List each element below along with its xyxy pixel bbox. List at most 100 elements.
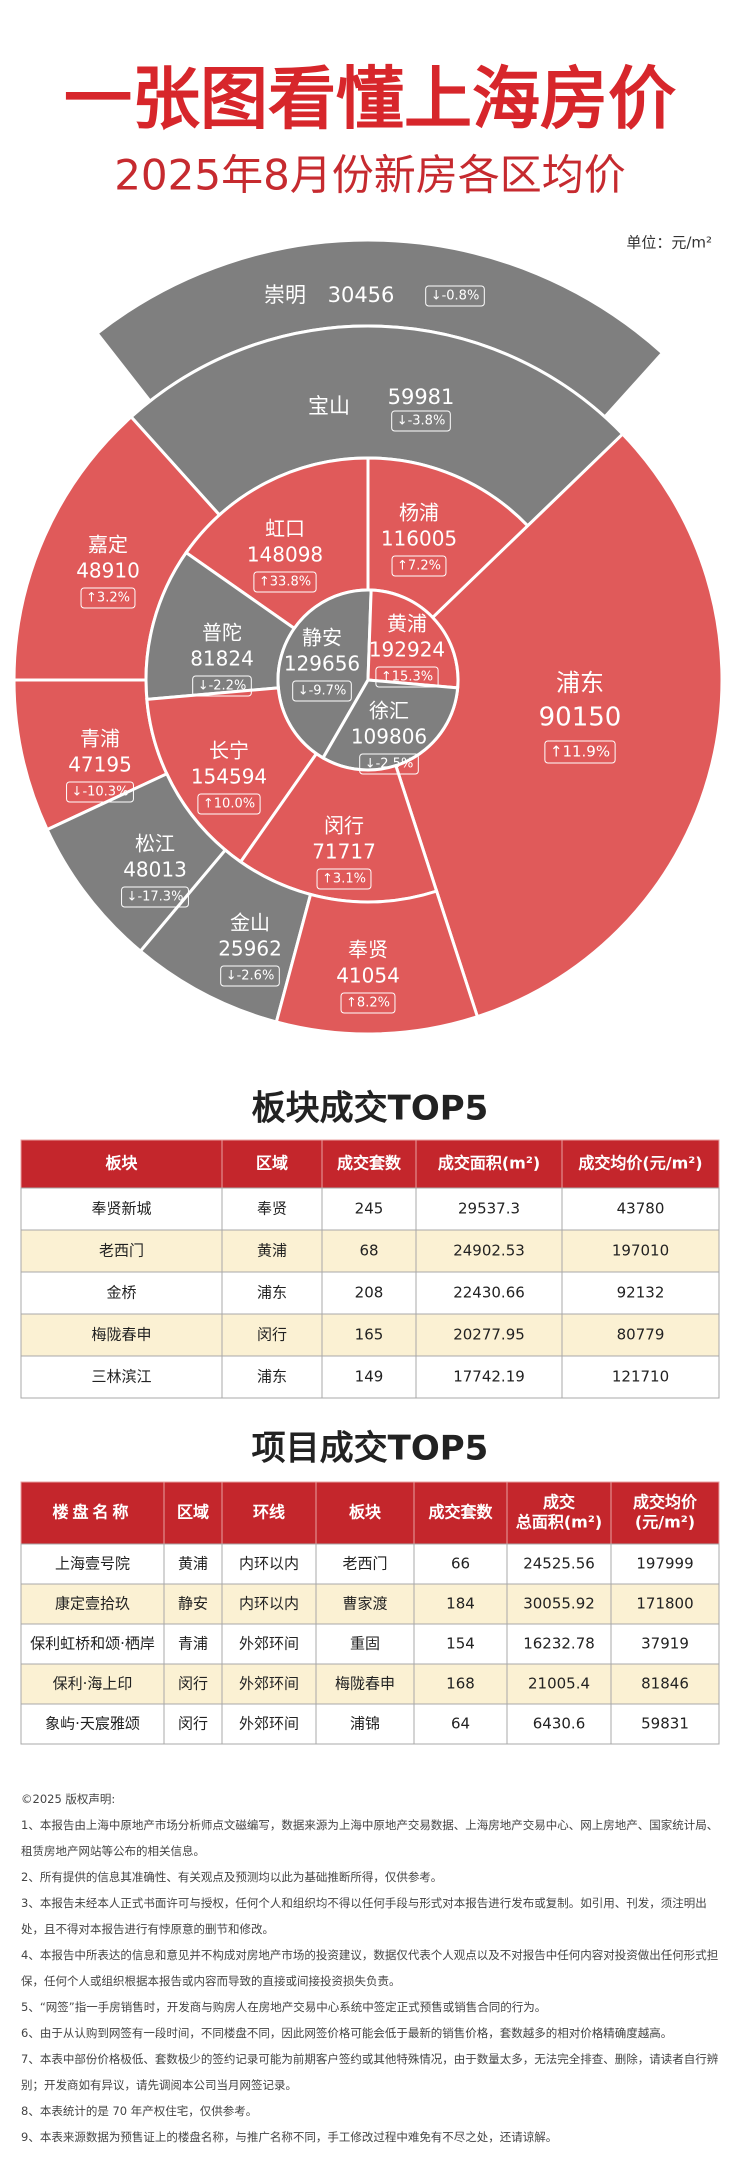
section-title: 板块成交TOP5: [252, 1089, 489, 1129]
district-name: 静安: [302, 626, 342, 650]
cell-text: 青浦: [178, 1635, 208, 1653]
cell-text: 16232.78: [523, 1635, 595, 1653]
table-cell: [315, 1703, 415, 1745]
cell-text: 奉贤新城: [91, 1200, 151, 1218]
table-cell: [20, 1355, 223, 1399]
disclaimer-line: 1、本报告由上海中原地产市场分析师点文磁编写，数据来源为上海中原地产交易数据、上…: [21, 1818, 719, 1858]
title: 一张图看懂上海房价: [64, 61, 676, 140]
cell-text: 24902.53: [453, 1242, 525, 1260]
header-cell: [20, 1139, 223, 1189]
change-box: [220, 965, 280, 987]
district-name: 徐汇: [369, 699, 409, 723]
table-cell: [321, 1355, 417, 1399]
header-cell: [610, 1481, 720, 1545]
header-text: 环线: [253, 1503, 285, 1522]
cell-text: 21005.4: [528, 1675, 590, 1693]
disclaimer-line: 6、由于从认购到网签有一段时间，不同楼盘不同，因此网签价格可能会低于最新的销售价…: [21, 2026, 673, 2040]
district-price: 116005: [381, 527, 457, 551]
cell-text: 金桥: [106, 1284, 136, 1302]
district-price: 48013: [123, 858, 187, 882]
table-cell: [506, 1663, 612, 1705]
cell-text: 外郊环间: [239, 1635, 299, 1653]
table-cell: [415, 1355, 563, 1399]
change-box: [316, 868, 372, 890]
district-name: 青浦: [80, 727, 120, 751]
cell-text: 184: [446, 1595, 475, 1613]
header-text: 区域: [256, 1154, 288, 1173]
change-box: [544, 740, 616, 764]
table-cell: [610, 1543, 720, 1585]
district-change: ↓-2.5%: [365, 757, 414, 772]
district-price: 109806: [351, 725, 427, 749]
disclaimer-line: 7、本表中部份价格极低、套数极少的签约记录可能为前期客户签约或其他特殊情况，由于…: [21, 2052, 719, 2092]
table-cell: [20, 1313, 223, 1357]
table-cell: [20, 1583, 165, 1625]
disclaimer-line: 9、本表来源数据为预售证上的楼盘名称，与推广名称不同，手工修改过程中难免有不尽之…: [21, 2130, 558, 2144]
district-price: 30456: [328, 283, 395, 307]
header-text: (元/m²): [635, 1513, 695, 1532]
cell-text: 66: [451, 1555, 470, 1573]
cell-text: 24525.56: [523, 1555, 595, 1573]
change-box: [66, 781, 134, 803]
table-cell: [315, 1663, 415, 1705]
header-text: 板块: [105, 1154, 138, 1173]
table-cell: [610, 1663, 720, 1705]
table-cell: [561, 1229, 720, 1273]
cell-text: 曹家渡: [342, 1595, 387, 1613]
table-cell: [415, 1271, 563, 1315]
header-text: 总面积(m²): [516, 1513, 602, 1532]
district-change: ↑3.1%: [322, 872, 366, 887]
table-cell: [20, 1187, 223, 1231]
cell-text: 168: [446, 1675, 475, 1693]
district-change: ↓-2.2%: [198, 679, 247, 694]
table-cell: [315, 1543, 415, 1585]
cell-text: 197999: [636, 1555, 693, 1573]
table-cell: [163, 1543, 223, 1585]
table-cell: [561, 1187, 720, 1231]
cell-text: 保利虹桥和颂·栖岸: [30, 1635, 155, 1653]
district-change: ↓-2.6%: [226, 969, 275, 984]
table-cell: [221, 1703, 317, 1745]
cell-text: 奉贤: [257, 1200, 287, 1218]
table-cell: [561, 1313, 720, 1357]
cell-text: 康定壹拾玖: [55, 1595, 130, 1613]
cell-text: 内环以内: [239, 1595, 299, 1613]
district-name: 崇明: [264, 283, 306, 307]
change-box: [359, 753, 419, 775]
cell-text: 重固: [350, 1635, 380, 1653]
table-cell: [415, 1229, 563, 1273]
district-price: 25962: [218, 937, 282, 961]
change-box: [340, 992, 396, 1014]
district-name: 长宁: [209, 739, 249, 763]
header-text: 成交套数: [337, 1154, 402, 1173]
district-change: ↓-0.8%: [431, 289, 480, 304]
change-box: [391, 410, 451, 432]
table-cell: [413, 1623, 508, 1665]
table-cell: [506, 1703, 612, 1745]
header-text: 成交套数: [428, 1503, 493, 1522]
table-cell: [20, 1271, 223, 1315]
cell-text: 64: [451, 1715, 470, 1733]
district-change: ↓-9.7%: [298, 684, 347, 699]
table-cell: [610, 1703, 720, 1745]
cell-text: 59831: [641, 1715, 689, 1733]
table-cell: [413, 1663, 508, 1705]
cell-text: 20277.95: [453, 1326, 525, 1344]
disclaimer-line: 8、本表统计的是 70 年产权住宅，仅供参考。: [21, 2104, 258, 2118]
change-box: [253, 571, 317, 593]
cell-text: 梅陇春申: [335, 1675, 395, 1693]
district-price: 59981: [388, 385, 455, 409]
disclaimer-line: ©2025 版权声明:: [21, 1792, 116, 1806]
district-price: 129656: [284, 652, 360, 676]
header-cell: [221, 1481, 317, 1545]
table-cell: [221, 1623, 317, 1665]
cell-text: 43780: [617, 1200, 665, 1218]
cell-text: 梅陇春申: [91, 1326, 151, 1344]
district-name: 嘉定: [88, 533, 128, 557]
cell-text: 245: [355, 1200, 384, 1218]
header-cell: [20, 1481, 165, 1545]
table-cell: [221, 1543, 317, 1585]
cell-text: 闵行: [178, 1675, 208, 1693]
cell-text: 象屿·天宸雅颂: [45, 1715, 140, 1733]
